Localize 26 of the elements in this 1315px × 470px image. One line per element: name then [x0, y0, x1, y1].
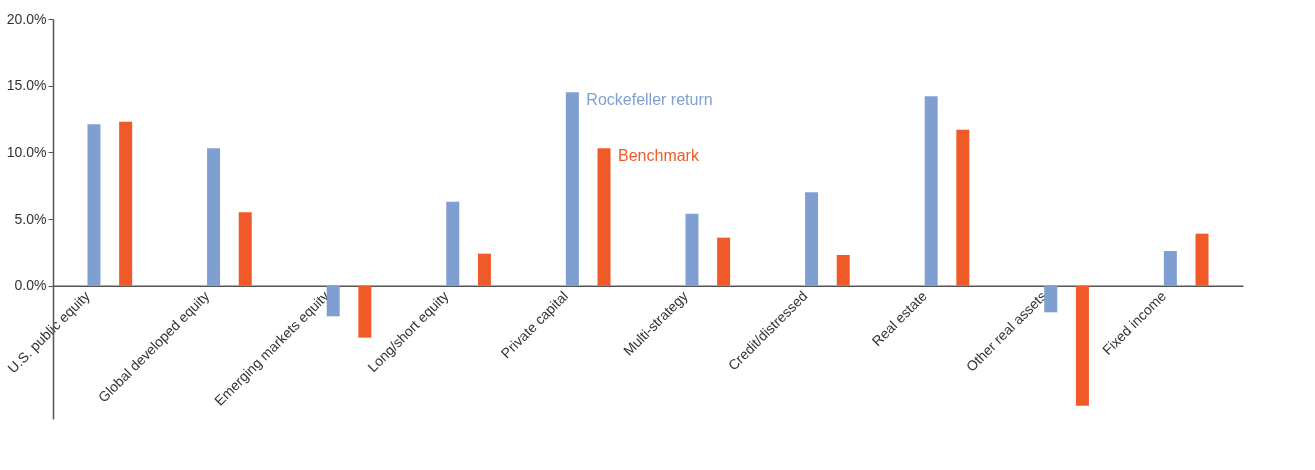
bar	[477, 253, 491, 286]
bar	[597, 148, 611, 286]
bar	[119, 121, 133, 286]
bar	[1044, 285, 1058, 313]
bar	[685, 213, 699, 286]
bar	[326, 285, 340, 317]
bar	[1195, 233, 1209, 286]
series-label: Rockefeller return	[586, 91, 713, 109]
bar	[805, 192, 819, 286]
bar	[836, 255, 850, 286]
y-tick-label: 0.0%	[14, 277, 47, 294]
y-tick-label: 10.0%	[6, 143, 47, 160]
bar	[87, 124, 101, 286]
y-tick-label: 15.0%	[6, 77, 47, 94]
y-tick-label: 5.0%	[14, 210, 47, 227]
bar	[1163, 251, 1177, 286]
bar	[956, 129, 970, 286]
bar	[924, 96, 938, 286]
bar	[1075, 285, 1089, 406]
bar	[238, 212, 252, 286]
series-label: Benchmark	[618, 147, 700, 165]
bar	[207, 148, 221, 286]
bar	[565, 92, 579, 286]
y-tick-label: 20.0%	[6, 10, 47, 27]
bar	[717, 237, 731, 286]
bar	[446, 201, 460, 286]
